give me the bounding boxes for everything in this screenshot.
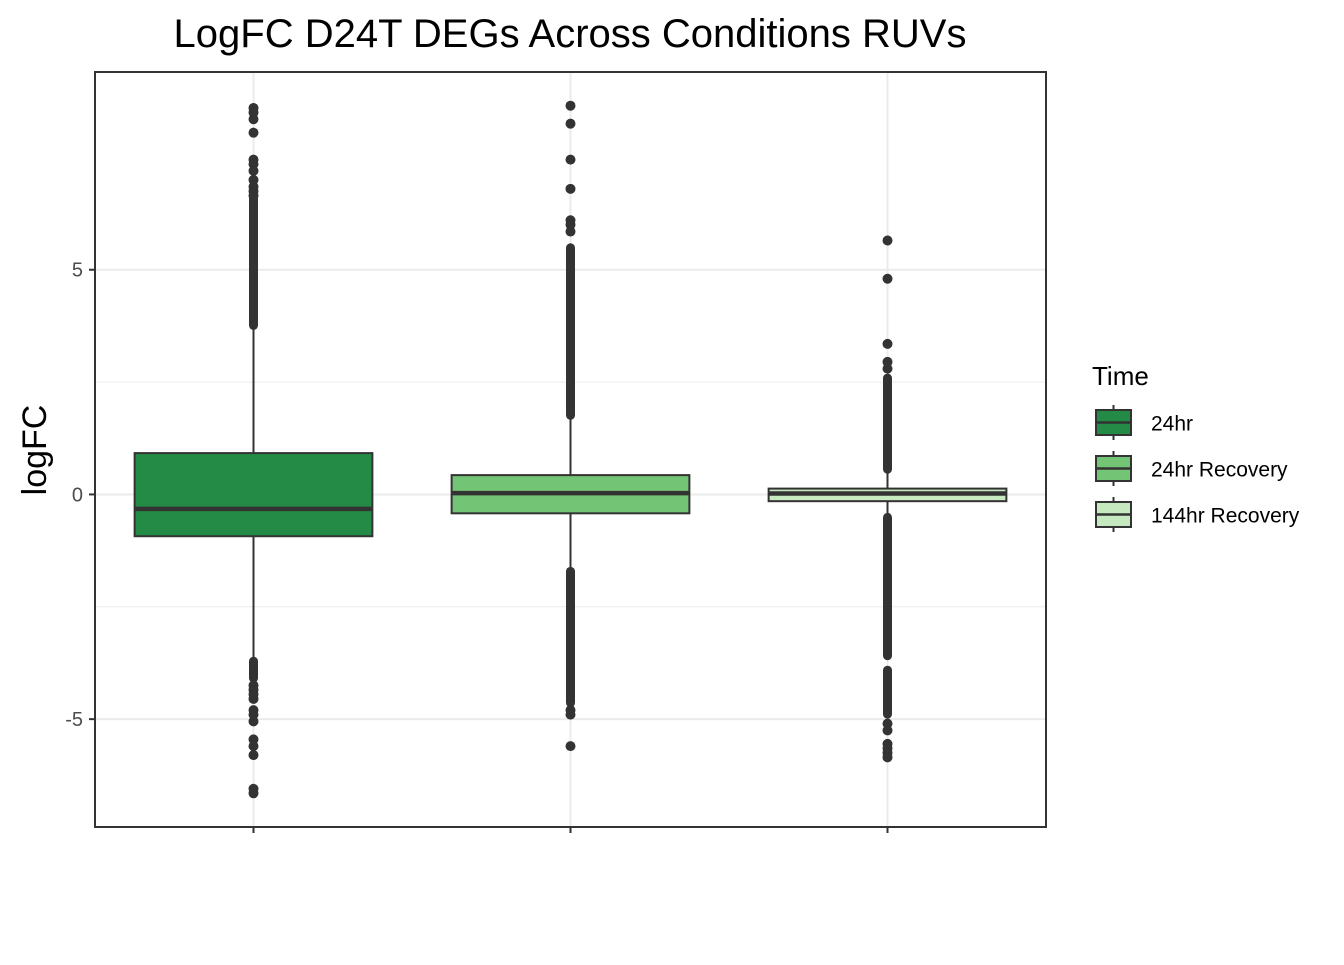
legend-label: 144hr Recovery: [1151, 505, 1300, 528]
outlier-cluster: [883, 665, 892, 719]
outlier-cluster: [883, 373, 892, 474]
outlier-point: [565, 118, 576, 129]
box-144hr-recovery: [767, 235, 1008, 763]
outlier-point: [882, 273, 893, 284]
legend-item-24hr-recovery: 24hr Recovery: [1095, 451, 1288, 486]
y-tick-label: 0: [72, 484, 83, 506]
outlier-point: [882, 725, 893, 736]
outlier-cluster: [883, 512, 892, 661]
box-body: [133, 452, 374, 538]
y-tick-label: 5: [72, 260, 83, 282]
outlier-cluster: [249, 656, 258, 683]
legend-item-24hr: 24hr: [1095, 405, 1193, 440]
legend: 24hr 24hr Recovery 144hr Recovery: [1095, 405, 1300, 532]
outlier-point: [248, 127, 259, 138]
legend-title: Time: [1092, 361, 1149, 391]
plot-area: -5 0 5: [65, 71, 1047, 833]
outlier-cluster: [566, 566, 575, 708]
outlier-point: [882, 363, 893, 374]
outlier-point: [565, 226, 576, 237]
outlier-point: [248, 716, 259, 727]
outlier-point: [882, 752, 893, 763]
chart-title: LogFC D24T DEGs Across Conditions RUVs: [174, 12, 967, 56]
outlier-cluster: [249, 193, 258, 330]
outlier-cluster: [566, 243, 575, 420]
outlier-point: [248, 114, 259, 125]
box-24hr: [133, 102, 374, 799]
outlier-point: [565, 709, 576, 720]
outlier-point: [248, 741, 259, 752]
outlier-point: [882, 235, 893, 246]
legend-label: 24hr: [1151, 413, 1193, 436]
y-tick-label: -5: [65, 709, 83, 731]
outlier-point: [565, 154, 576, 165]
outlier-point: [565, 100, 576, 111]
outlier-point: [248, 165, 259, 176]
outlier-point: [248, 693, 259, 704]
outlier-point: [565, 183, 576, 194]
outlier-point: [882, 338, 893, 349]
outlier-point: [248, 788, 259, 799]
outlier-point: [565, 741, 576, 752]
legend-label: 24hr Recovery: [1151, 459, 1288, 482]
outlier-point: [248, 190, 259, 201]
legend-item-144hr-recovery: 144hr Recovery: [1095, 497, 1300, 532]
box-24hr-recovery: [450, 100, 691, 752]
y-axis-label: logFC: [16, 405, 54, 496]
outlier-point: [248, 750, 259, 761]
